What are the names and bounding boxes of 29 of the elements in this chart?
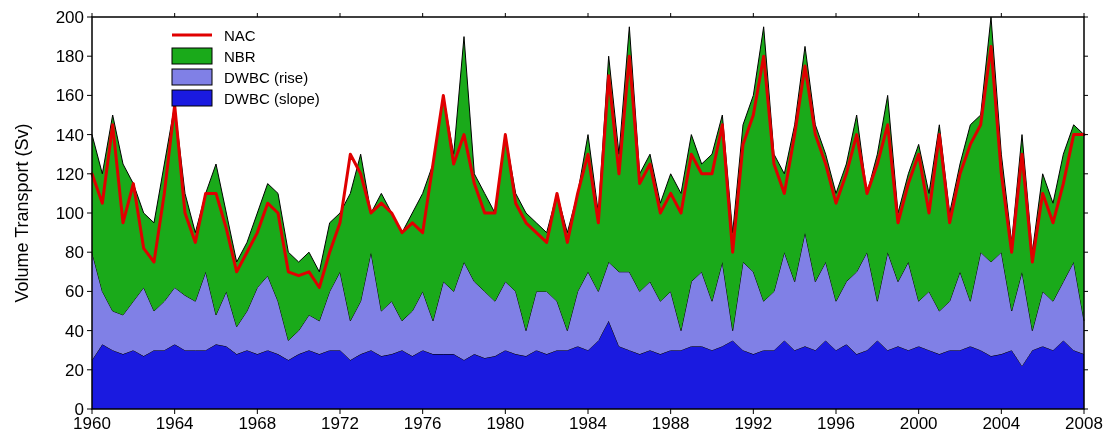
y-tick-label: 120	[55, 164, 84, 184]
y-tick-label: 200	[55, 8, 84, 27]
y-axis-title: Volume Transport (Sv)	[12, 123, 32, 303]
y-tick-label: 40	[65, 321, 84, 341]
x-tick-label: 1968	[238, 414, 277, 433]
x-tick-label: 2000	[899, 414, 938, 433]
legend-label: DWBC (slope)	[224, 90, 320, 107]
y-tick-label: 160	[55, 86, 84, 106]
line-series	[90, 44, 1086, 289]
y-tick-label: 60	[65, 282, 84, 302]
x-tick-label: 1992	[734, 414, 773, 433]
y-tick-label: 80	[65, 243, 84, 263]
legend-label: DWBC (rise)	[224, 69, 309, 86]
x-tick-label: 1984	[569, 414, 607, 433]
y-tick-label: 180	[55, 47, 84, 67]
x-tick-label: 1976	[403, 414, 442, 433]
x-tick-label: 2004	[982, 414, 1021, 433]
x-tick-label: 1960	[73, 414, 111, 433]
x-tick-label: 2008	[1065, 414, 1103, 433]
y-tick-label: 140	[55, 125, 84, 145]
y-tick-label: 20	[65, 360, 84, 380]
legend-label: NBR	[224, 48, 256, 65]
legend-label: NAC	[224, 27, 256, 44]
y-tick-label: 100	[55, 204, 84, 223]
x-tick-label: 1980	[486, 414, 525, 433]
x-tick-label: 1996	[817, 414, 855, 433]
x-tick-label: 1988	[651, 414, 690, 433]
x-tick-label: 1972	[321, 414, 359, 433]
x-tick-label: 1964	[155, 414, 194, 433]
